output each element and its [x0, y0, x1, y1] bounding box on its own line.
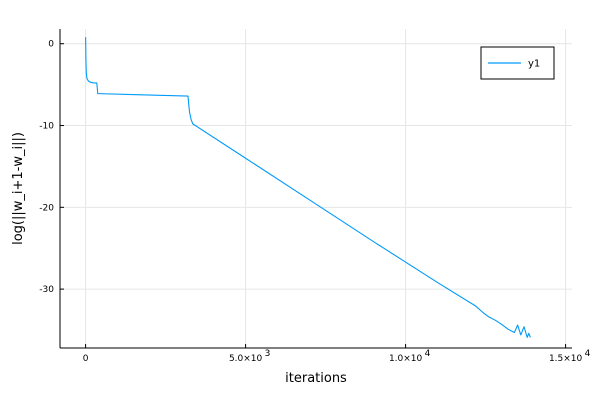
x-tick-label: 0: [83, 354, 89, 364]
x-tick-exponent: 3: [265, 349, 271, 359]
x-tick-label: 1.5×10: [549, 354, 583, 364]
y-tick-label: -30: [39, 285, 54, 295]
x-tick-label: 5.0×10: [229, 354, 263, 364]
y-tick-label: -10: [39, 122, 54, 132]
x-axis-title: iterations: [285, 371, 347, 386]
axes: [59, 29, 572, 349]
y-tick-label: -20: [39, 203, 54, 213]
legend: y1: [480, 46, 555, 80]
y-tick-label: 0: [48, 40, 54, 50]
ticks: 0 5.0×10 3 1.0×10 4 1.5×10 40-10-20-30: [39, 40, 590, 364]
y-axis-title: log(||w_i+1-w_i||): [11, 132, 26, 245]
x-tick-exponent: 4: [585, 349, 591, 359]
legend-label-y1: y1: [528, 59, 540, 70]
x-tick-label: 1.0×10: [389, 354, 423, 364]
x-tick-exponent: 4: [425, 349, 431, 359]
grid: [60, 29, 572, 348]
series-line-y1: [85, 37, 531, 338]
series-layer: [85, 37, 531, 338]
